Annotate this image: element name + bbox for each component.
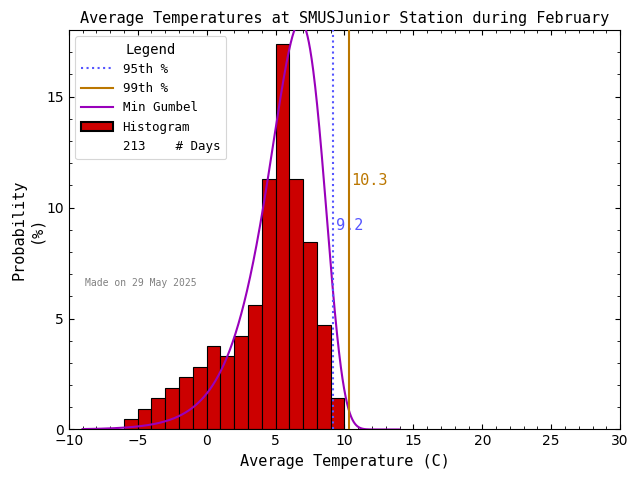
Bar bbox=[262, 180, 276, 430]
Text: Made on 29 May 2025: Made on 29 May 2025 bbox=[85, 278, 197, 288]
Bar bbox=[138, 408, 152, 430]
Text: 10.3: 10.3 bbox=[351, 173, 388, 188]
Bar bbox=[165, 388, 179, 430]
X-axis label: Average Temperature (C): Average Temperature (C) bbox=[239, 454, 449, 469]
Bar bbox=[220, 357, 234, 430]
Y-axis label: Probability
(%): Probability (%) bbox=[11, 180, 44, 280]
Text: 9.2: 9.2 bbox=[336, 218, 364, 233]
Bar bbox=[234, 336, 248, 430]
Legend: 95th %, 99th %, Min Gumbel, Histogram, 213    # Days: 95th %, 99th %, Min Gumbel, Histogram, 2… bbox=[75, 36, 227, 159]
Bar bbox=[276, 44, 289, 430]
Bar bbox=[207, 346, 220, 430]
Bar bbox=[289, 180, 303, 430]
Bar bbox=[179, 377, 193, 430]
Bar bbox=[331, 398, 344, 430]
Title: Average Temperatures at SMUSJunior Station during February: Average Temperatures at SMUSJunior Stati… bbox=[80, 11, 609, 26]
Bar bbox=[193, 367, 207, 430]
Bar bbox=[317, 325, 331, 430]
Bar bbox=[152, 398, 165, 430]
Bar bbox=[124, 419, 138, 430]
Bar bbox=[248, 304, 262, 430]
Bar bbox=[303, 242, 317, 430]
